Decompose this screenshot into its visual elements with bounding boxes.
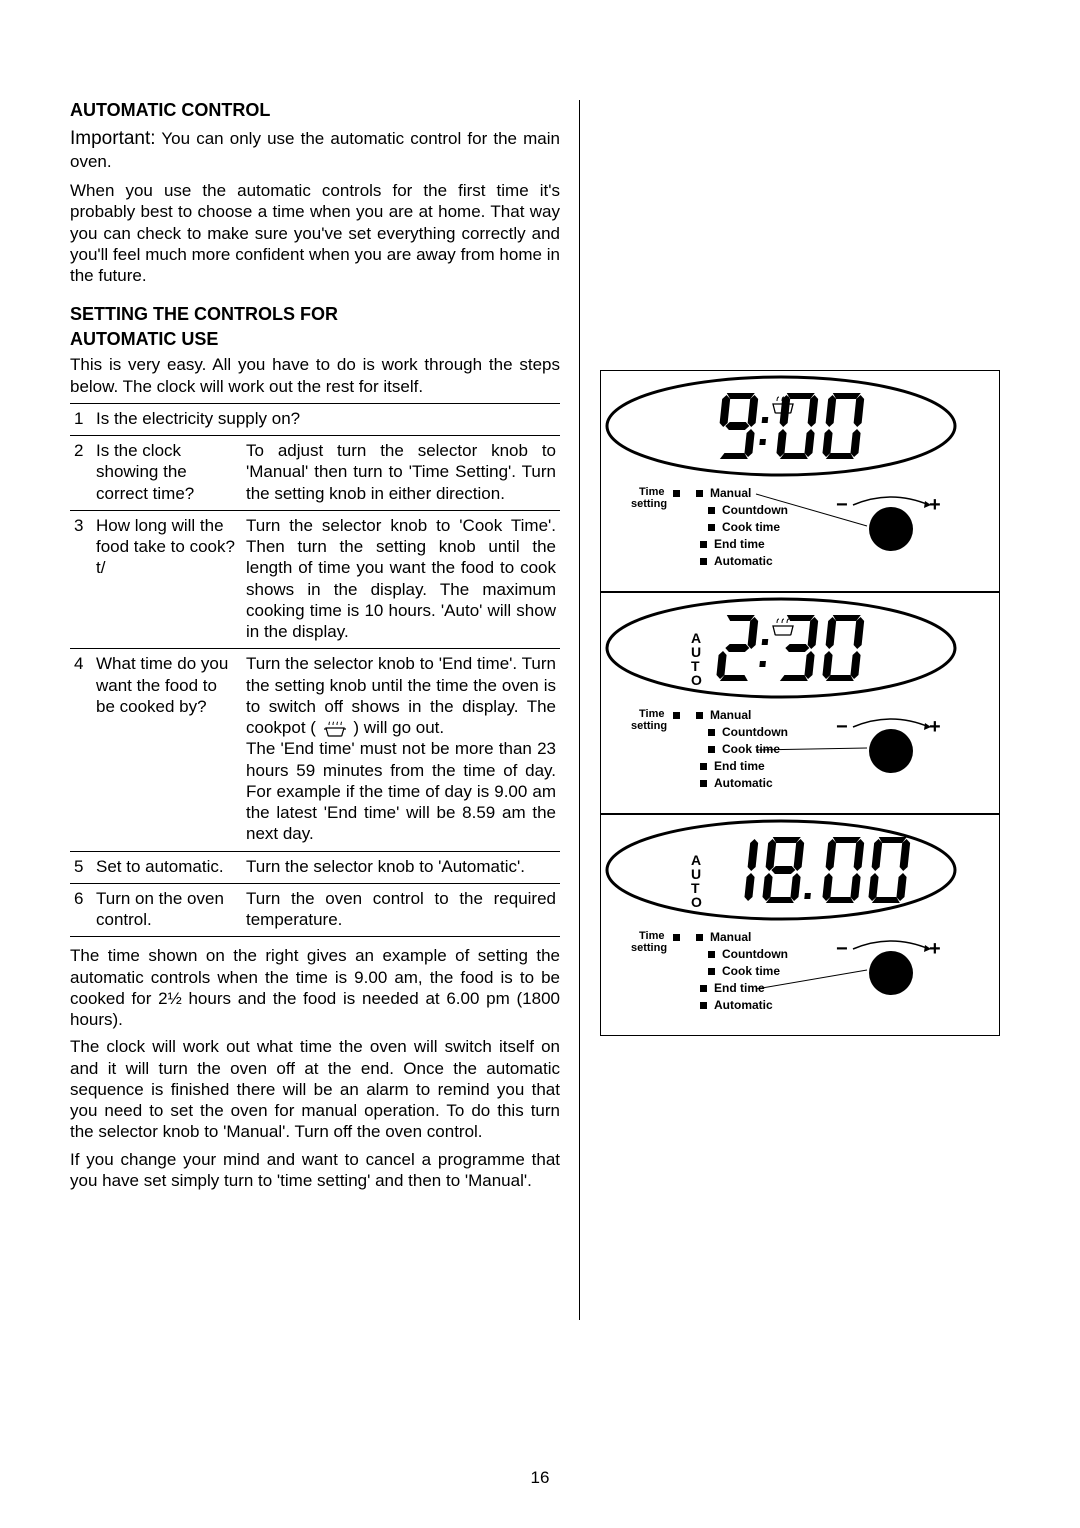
step-question: Is the electricity supply on? bbox=[92, 403, 560, 435]
step-question: What time do you want the food to be coo… bbox=[92, 649, 242, 851]
svg-text:Automatic: Automatic bbox=[714, 554, 773, 568]
step-answer: Turn the oven control to the required te… bbox=[242, 883, 560, 937]
selector-legend: Time setting Manual Countdown Cook time End… bbox=[601, 925, 961, 1035]
svg-text:Manual: Manual bbox=[710, 708, 751, 722]
table-row: 4 What time do you want the food to be c… bbox=[70, 649, 560, 851]
svg-text:−: − bbox=[836, 938, 848, 960]
svg-text:Manual: Manual bbox=[710, 930, 751, 944]
important-paragraph: Important: You can only use the automati… bbox=[70, 127, 560, 172]
selector-legend: Time setting Manual Countdown Cook time End… bbox=[601, 703, 961, 813]
step-question: How long will the food take to cook?t/ bbox=[92, 510, 242, 649]
svg-text:Time: Time bbox=[639, 930, 664, 942]
step-number: 1 bbox=[70, 403, 92, 435]
step-question: Turn on the oven control. bbox=[92, 883, 242, 937]
svg-text:setting: setting bbox=[631, 498, 667, 510]
steps-table: 1 Is the electricity supply on? 2 Is the… bbox=[70, 403, 560, 938]
control-panel: A U T O Time setting Manual Countdown Cook… bbox=[600, 814, 1000, 1036]
step-number: 5 bbox=[70, 851, 92, 883]
table-row: 5 Set to automatic. Turn the selector kn… bbox=[70, 851, 560, 883]
svg-text:Countdown: Countdown bbox=[722, 947, 788, 961]
control-panel: A U T O Time setting Manual Countdown Cook… bbox=[600, 592, 1000, 814]
after-paragraph-1: The time shown on the right gives an exa… bbox=[70, 945, 560, 1030]
step-number: 3 bbox=[70, 510, 92, 649]
svg-text:Automatic: Automatic bbox=[714, 776, 773, 790]
step-number: 4 bbox=[70, 649, 92, 851]
svg-text:End time: End time bbox=[714, 537, 765, 551]
svg-text:setting: setting bbox=[631, 720, 667, 732]
cookpot-icon bbox=[321, 721, 349, 737]
intro-paragraph: When you use the automatic controls for … bbox=[70, 180, 560, 286]
svg-text:Time: Time bbox=[639, 708, 664, 720]
svg-text:−: − bbox=[836, 494, 848, 516]
step-answer: Turn the selector knob to 'End time'. Tu… bbox=[242, 649, 560, 851]
after-paragraph-2: The clock will work out what time the ov… bbox=[70, 1036, 560, 1142]
clock-display: A U T O bbox=[601, 593, 961, 703]
svg-text:Cook time: Cook time bbox=[722, 964, 780, 978]
table-row: 2 Is the clock showing the correct time?… bbox=[70, 436, 560, 511]
svg-text:End time: End time bbox=[714, 759, 765, 773]
step-answer: Turn the selector knob to 'Cook Time'. T… bbox=[242, 510, 560, 649]
page-number: 16 bbox=[0, 1468, 1080, 1488]
svg-text:End time: End time bbox=[714, 981, 765, 995]
step-answer: Turn the selector knob to 'Automatic'. bbox=[242, 851, 560, 883]
svg-text:Time: Time bbox=[639, 486, 664, 498]
step-question: Is the clock showing the correct time? bbox=[92, 436, 242, 511]
control-panel: Time setting Manual Countdown Cook time End… bbox=[600, 370, 1000, 592]
step-question: Set to automatic. bbox=[92, 851, 242, 883]
selector-legend: Time setting Manual Countdown Cook time End… bbox=[601, 481, 961, 591]
right-column: Time setting Manual Countdown Cook time End… bbox=[600, 100, 1000, 1197]
clock-display: A U T O bbox=[601, 815, 961, 925]
left-column: AUTOMATIC CONTROL Important: You can onl… bbox=[70, 100, 560, 1197]
column-divider bbox=[579, 100, 580, 1320]
step-number: 6 bbox=[70, 883, 92, 937]
setting-intro: This is very easy. All you have to do is… bbox=[70, 354, 560, 397]
svg-text:Countdown: Countdown bbox=[722, 725, 788, 739]
table-row: 6 Turn on the oven control. Turn the ove… bbox=[70, 883, 560, 937]
clock-display bbox=[601, 371, 961, 481]
heading-automatic-control: AUTOMATIC CONTROL bbox=[70, 100, 560, 121]
svg-text:Cook time: Cook time bbox=[722, 742, 780, 756]
svg-text:O: O bbox=[691, 894, 702, 910]
svg-text:−: − bbox=[836, 716, 848, 738]
svg-text:Manual: Manual bbox=[710, 486, 751, 500]
step-answer: To adjust turn the selector knob to 'Man… bbox=[242, 436, 560, 511]
svg-text:Automatic: Automatic bbox=[714, 998, 773, 1012]
table-row: 3 How long will the food take to cook?t/… bbox=[70, 510, 560, 649]
important-label: Important: bbox=[70, 128, 156, 149]
table-row: 1 Is the electricity supply on? bbox=[70, 403, 560, 435]
svg-text:O: O bbox=[691, 672, 702, 688]
after-paragraph-3: If you change your mind and want to canc… bbox=[70, 1149, 560, 1192]
svg-text:Cook time: Cook time bbox=[722, 520, 780, 534]
svg-text:Countdown: Countdown bbox=[722, 503, 788, 517]
svg-text:setting: setting bbox=[631, 942, 667, 954]
heading-setting-controls-line1: SETTING THE CONTROLS FOR bbox=[70, 304, 560, 325]
step-number: 2 bbox=[70, 436, 92, 511]
heading-setting-controls-line2: AUTOMATIC USE bbox=[70, 329, 560, 350]
